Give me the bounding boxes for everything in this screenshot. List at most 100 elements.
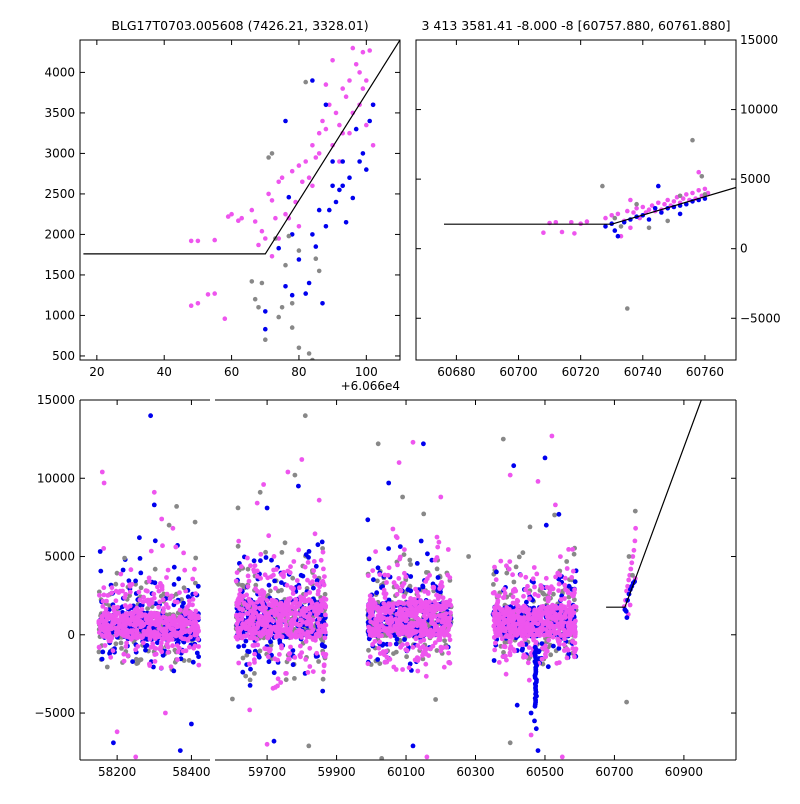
data-point	[239, 582, 245, 588]
data-point	[306, 743, 312, 749]
data-point	[100, 598, 106, 604]
data-point	[101, 592, 107, 598]
data-point	[250, 643, 256, 648]
data-point	[195, 301, 201, 306]
data-point	[262, 646, 268, 651]
data-point	[515, 609, 521, 615]
data-point	[513, 564, 519, 570]
axes-frame	[79, 39, 401, 361]
data-point	[413, 636, 419, 642]
data-point	[144, 643, 150, 648]
data-point	[250, 601, 256, 606]
data-point	[327, 102, 332, 108]
data-point	[252, 671, 257, 676]
data-point	[423, 673, 429, 679]
data-point	[327, 207, 332, 213]
x-tick-label: 59900	[317, 765, 355, 779]
data-point	[533, 726, 539, 732]
data-point	[157, 646, 163, 652]
data-point	[127, 603, 133, 609]
data-point	[415, 668, 421, 674]
data-point	[409, 605, 414, 611]
data-point	[584, 219, 590, 224]
data-point	[401, 594, 407, 599]
data-point	[609, 213, 614, 218]
data-point	[375, 632, 381, 637]
data-point	[493, 640, 498, 646]
data-point	[437, 631, 443, 637]
data-point	[240, 607, 246, 612]
data-point	[263, 337, 268, 343]
data-point	[290, 587, 296, 592]
data-point	[391, 664, 397, 670]
data-point	[164, 575, 169, 580]
data-point	[313, 612, 319, 618]
data-point	[507, 609, 513, 615]
data-point	[408, 562, 413, 567]
data-point	[320, 301, 325, 306]
data-point	[283, 677, 289, 683]
data-point	[410, 439, 416, 445]
data-point	[413, 606, 418, 612]
data-point	[447, 637, 453, 643]
data-point	[396, 621, 402, 627]
data-point	[559, 754, 565, 760]
data-point	[178, 634, 184, 640]
data-point	[406, 665, 412, 671]
data-point	[377, 661, 383, 666]
data-point	[528, 632, 533, 637]
data-point	[558, 633, 564, 638]
data-point	[528, 732, 534, 738]
data-point	[195, 238, 201, 244]
data-point	[285, 597, 291, 602]
data-point	[333, 110, 339, 116]
data-point	[514, 702, 520, 708]
data-point	[350, 195, 356, 201]
data-point	[423, 579, 429, 584]
data-point	[365, 517, 371, 523]
data-point	[319, 539, 325, 545]
data-point	[565, 647, 571, 653]
data-point	[247, 661, 252, 667]
data-point	[240, 655, 246, 661]
data-point	[294, 578, 300, 583]
data-point	[367, 614, 373, 620]
data-point	[385, 604, 391, 610]
data-point	[138, 585, 144, 591]
data-point	[520, 550, 526, 556]
data-point	[128, 611, 134, 617]
data-point	[240, 669, 246, 675]
data-point	[430, 643, 436, 649]
data-point	[438, 494, 444, 500]
data-point	[104, 664, 110, 670]
data-point	[312, 574, 317, 579]
data-point	[379, 756, 385, 760]
data-point	[129, 581, 135, 587]
data-point	[404, 641, 410, 647]
data-point	[133, 754, 139, 760]
data-point	[420, 584, 426, 590]
data-point	[152, 659, 158, 664]
data-point	[410, 644, 416, 650]
data-point	[511, 463, 517, 469]
data-point	[151, 489, 157, 495]
data-point	[251, 569, 257, 575]
data-point	[337, 122, 342, 128]
data-point	[400, 494, 405, 500]
data-point	[288, 629, 293, 635]
data-point	[275, 683, 280, 689]
data-point	[407, 661, 413, 667]
data-point	[257, 598, 263, 603]
data-point	[347, 130, 352, 136]
data-point	[323, 102, 329, 108]
data-point	[279, 607, 285, 612]
data-point	[252, 563, 258, 568]
data-point	[271, 554, 277, 559]
data-point	[445, 572, 451, 578]
data-point	[306, 175, 312, 180]
data-point	[264, 505, 270, 511]
bottom-panel: 58200 58400 59700 59900 60100 60300 60500 60700…	[34, 393, 737, 779]
x-tick-label: 60300	[456, 765, 494, 779]
data-point	[427, 599, 432, 605]
data-point	[515, 598, 521, 604]
